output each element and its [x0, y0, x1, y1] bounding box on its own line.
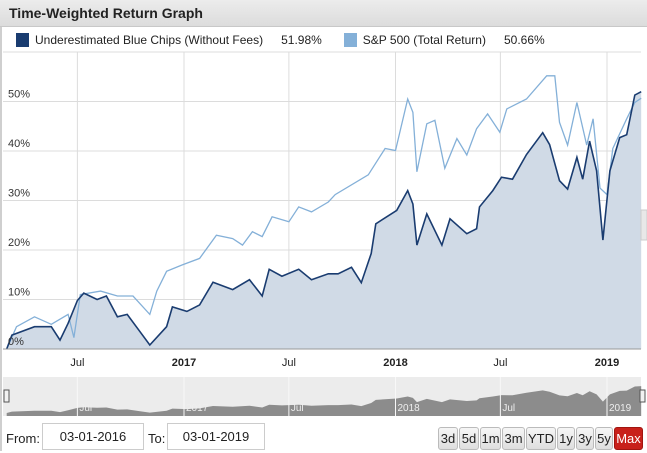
panel-header: Time-Weighted Return Graph [0, 0, 647, 27]
y-tick-label: 10% [8, 287, 30, 299]
navigator-tick-label: Jul [291, 403, 304, 414]
range-button-ytd[interactable]: YTD [526, 427, 556, 450]
range-button-5d[interactable]: 5d [459, 427, 479, 450]
x-tick-label: 2019 [595, 357, 619, 369]
navigator-tick-label: Jul [79, 403, 92, 414]
chart-scroll-handle[interactable] [640, 209, 647, 241]
blue-chips-area [6, 91, 642, 349]
legend: Underestimated Blue Chips (Without Fees)… [16, 31, 567, 49]
navigator-tick-label: 2018 [398, 403, 421, 414]
range-button-1y[interactable]: 1y [557, 427, 575, 450]
legend-label-blue-chips[interactable]: Underestimated Blue Chips (Without Fees) [35, 33, 264, 47]
from-date-input[interactable]: 03-01-2016 [42, 423, 144, 450]
from-label: From: [6, 431, 40, 446]
y-tick-label: 50% [8, 89, 30, 101]
y-tick-label: 40% [8, 138, 30, 150]
navigator-area [6, 386, 642, 416]
x-tick-label: Jul [493, 357, 507, 369]
legend-value-sp500: 50.66% [503, 33, 545, 47]
blue-chips-line [5, 90, 642, 350]
navigator-tick-label: 2019 [609, 403, 632, 414]
x-tick-label: Jul [282, 357, 296, 369]
to-label: To: [148, 431, 166, 446]
navigator-tick-label: Jul [502, 403, 515, 414]
x-tick-label: Jul [70, 357, 84, 369]
y-tick-label: 30% [8, 188, 30, 200]
legend-swatch-blue-chips[interactable] [16, 33, 29, 47]
legend-label-sp500[interactable]: S&P 500 (Total Return) [362, 33, 486, 47]
range-button-3y[interactable]: 3y [576, 427, 594, 450]
legend-swatch-sp500[interactable] [343, 33, 357, 47]
navigator-right-handle[interactable] [639, 389, 646, 403]
chart-frame [0, 27, 647, 451]
sp500-line [6, 75, 642, 350]
x-tick-label: 2018 [383, 357, 407, 369]
navigator-tick-label: 2017 [186, 403, 209, 414]
y-tick-label: 20% [8, 237, 30, 249]
x-tick-label: 2017 [172, 357, 196, 369]
range-button-3m[interactable]: 3m [502, 427, 525, 450]
to-date-input[interactable]: 03-01-2019 [167, 423, 265, 450]
range-button-3d[interactable]: 3d [438, 427, 458, 450]
range-button-1m[interactable]: 1m [480, 427, 501, 450]
panel-title: Time-Weighted Return Graph [9, 5, 203, 21]
range-button-5y[interactable]: 5y [595, 427, 613, 450]
y-tick-label: 0% [8, 336, 24, 348]
range-button-max[interactable]: Max [614, 427, 643, 450]
navigator-left-handle[interactable] [3, 389, 10, 403]
legend-value-blue-chips: 51.98% [281, 33, 322, 47]
range-controls: From: 03-01-2016 To: 03-01-2019 3d 5d 1m 3m… [0, 420, 647, 453]
